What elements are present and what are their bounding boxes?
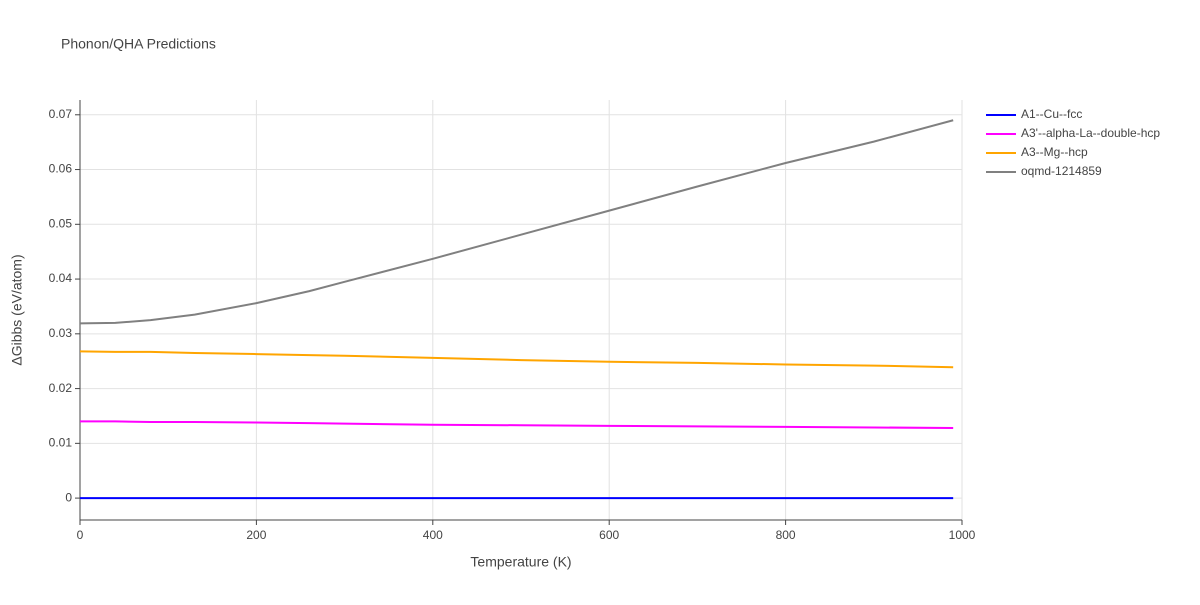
y-tick-label: 0.04 [49,271,73,285]
legend-label: A3--Mg--hcp [1021,145,1088,159]
x-tick-label: 0 [77,528,84,542]
x-tick-label: 1000 [949,528,976,542]
legend-label: oqmd-1214859 [1021,164,1102,178]
y-tick-label: 0.06 [49,162,73,176]
x-tick-label: 400 [423,528,443,542]
y-tick-label: 0.07 [49,107,73,121]
y-tick-label: 0.01 [49,436,73,450]
series-line [80,420,954,430]
legend-label: A3'--alpha-La--double-hcp [1021,126,1160,140]
x-tick-label: 600 [599,528,619,542]
x-tick-label: 200 [246,528,266,542]
legend-label: A1--Cu--fcc [1021,107,1082,121]
y-tick-label: 0.03 [49,326,73,340]
y-tick-label: 0.02 [49,381,73,395]
chart-title: Phonon/QHA Predictions [61,36,216,52]
series-line [79,350,954,369]
x-axis-label: Temperature (K) [470,554,571,570]
x-tick-label: 800 [776,528,796,542]
y-tick-label: 0 [65,490,72,504]
series-line [79,119,954,325]
y-axis-label: ΔGibbs (eV/atom) [9,254,25,365]
y-tick-label: 0.05 [49,216,73,230]
